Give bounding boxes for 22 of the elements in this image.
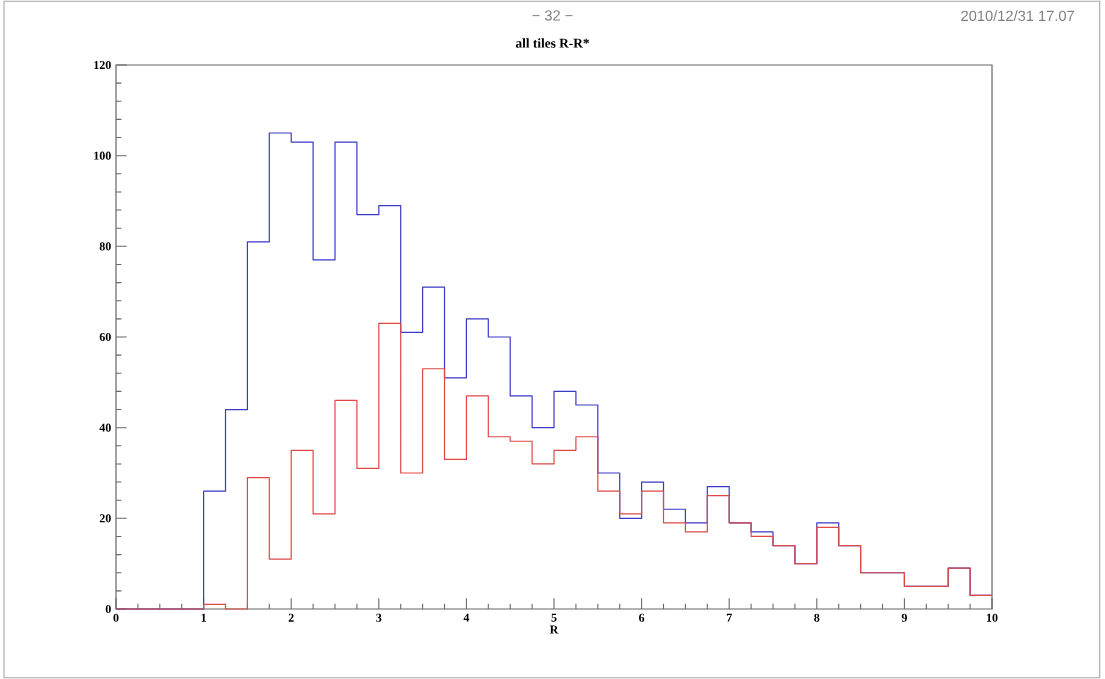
- text: − 32 −: [532, 10, 573, 21]
- x-tick-label: 2: [288, 613, 294, 622]
- y-tick-label: 80: [99, 242, 111, 251]
- x-tick-label: 5: [551, 613, 557, 622]
- x-tick-label: 8: [814, 613, 820, 622]
- x-tick-label: 9: [901, 613, 907, 622]
- x-tick-label: 0: [113, 613, 119, 622]
- y-tick-label: 100: [94, 151, 111, 160]
- x-tick-label: 4: [463, 613, 470, 622]
- y-tick-label: 60: [99, 332, 111, 342]
- chart-title: all tiles R-R*: [515, 38, 590, 48]
- x-axis-title: R: [549, 625, 559, 634]
- y-tick-label: 0: [105, 604, 111, 614]
- text: 2010/12/31 17.07: [961, 10, 1074, 22]
- y-tick-label: 20: [99, 514, 111, 523]
- y-tick-label: 40: [99, 423, 111, 432]
- x-tick-label: 6: [639, 613, 645, 622]
- x-tick-label: 10: [986, 613, 998, 622]
- x-tick-label: 1: [201, 613, 206, 622]
- y-tick-label: 120: [94, 60, 111, 70]
- x-tick-label: 3: [376, 613, 382, 622]
- x-tick-label: 7: [726, 613, 732, 622]
